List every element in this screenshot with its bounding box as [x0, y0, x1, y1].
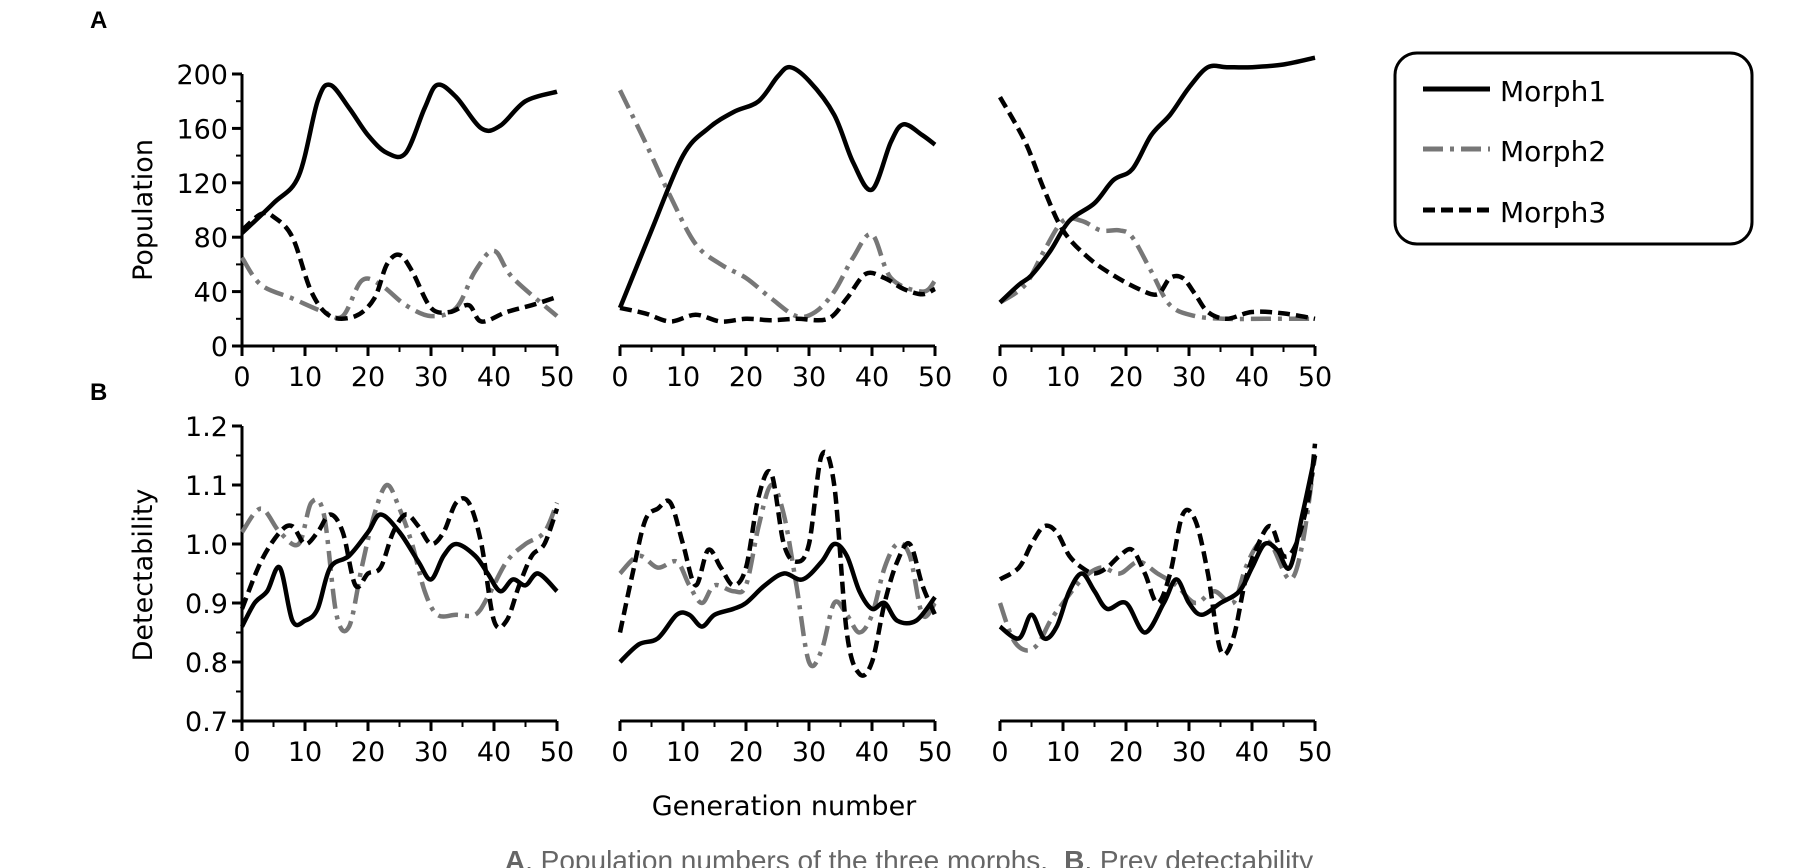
- panel-b-2-x-tick-label: 0: [611, 737, 628, 768]
- caption-a-text: , Population numbers of the three morphs…: [525, 845, 1048, 868]
- panel-b-1-y-tick-label: 0.9: [185, 589, 228, 620]
- panel-b-1-series-morph1: [240, 512, 559, 628]
- panel-b-1-x-tick-label: 30: [414, 737, 448, 768]
- panel-a-1-series-morph3: [240, 210, 558, 324]
- legend-label-morph1: Morph1: [1500, 75, 1606, 108]
- legend-label-morph3: Morph3: [1500, 196, 1606, 229]
- y-label-detectability: Detectability: [128, 489, 159, 662]
- panel-a-3-x-tick-label: 40: [1235, 362, 1269, 393]
- panel-a-2-x-tick-label: 20: [729, 362, 763, 393]
- panel-a-3-series-morph1: [998, 55, 1316, 305]
- panel-a-2-x-tick-label: 30: [792, 362, 826, 393]
- panel-b-3-series-morph2: [997, 455, 1318, 653]
- panel-a-1-series-morph1: [240, 82, 558, 235]
- x-label-generation: Generation number: [652, 791, 917, 822]
- panel-a-2-x-tick-label: 40: [855, 362, 889, 393]
- panel-b-3-x-tick-label: 40: [1235, 737, 1269, 768]
- panel-a-1-x-tick-label: 30: [414, 362, 448, 393]
- panel-b-3-x-tick-label: 50: [1298, 737, 1332, 768]
- panel-a-2-x-tick-label: 0: [611, 362, 628, 393]
- panel-a-2-series-morph3: [619, 270, 937, 324]
- panel-b-2-x-tick-label: 10: [666, 737, 700, 768]
- panel-b-1-y-tick-label: 0.7: [185, 707, 228, 738]
- panel-b-1-series-morph2: [240, 482, 560, 634]
- legend-label-morph2: Morph2: [1500, 135, 1606, 168]
- panel-a-3-series-morph3: [998, 95, 1316, 322]
- panel-label-a: A: [90, 7, 107, 34]
- panel-b-2-x-tick-label: 40: [855, 737, 889, 768]
- panel-a-1-y-tick-label: 80: [194, 223, 228, 254]
- panel-a-3-x-tick-label: 30: [1172, 362, 1206, 393]
- panel-b-1-y-tick-label: 0.8: [185, 648, 228, 679]
- panel-b-1-x-tick-label: 20: [351, 737, 385, 768]
- panel-b-3-x-tick-label: 10: [1046, 737, 1080, 768]
- panel-b-1-y-tick-label: 1.1: [185, 471, 228, 502]
- caption-b-text: , Prey detectability: [1084, 845, 1313, 868]
- panel-b-2-series-morph3: [617, 449, 938, 678]
- panel-b-3-x-tick-label: 20: [1109, 737, 1143, 768]
- panel-a-1-x-tick-label: 50: [540, 362, 574, 393]
- panel-a-1-x-tick-label: 40: [477, 362, 511, 393]
- panel-a-1-x-tick-label: 20: [351, 362, 385, 393]
- panel-a-2-series-morph2: [617, 89, 937, 320]
- panel-b-2-x-tick-label: 20: [729, 737, 763, 768]
- panel-b-1-x-tick-label: 50: [540, 737, 574, 768]
- panel-a-3-series-morph2: [998, 216, 1316, 322]
- panel-b-1-x-tick-label: 10: [288, 737, 322, 768]
- panel-a-1-y-tick-label: 160: [176, 114, 228, 145]
- panel-b-2-x-tick-label: 50: [918, 737, 952, 768]
- panel-a-1-y-tick-label: 40: [194, 278, 228, 309]
- panel-a-2-x-tick-label: 10: [666, 362, 700, 393]
- panel-a-1-x-tick-label: 0: [233, 362, 250, 393]
- panel-a-3-x-tick-label: 0: [991, 362, 1008, 393]
- panel-a-1-y-tick-label: 0: [211, 332, 228, 363]
- panel-b-3-x-tick-label: 30: [1172, 737, 1206, 768]
- panel-a-3-x-tick-label: 50: [1298, 362, 1332, 393]
- panel-a-3-x-tick-label: 10: [1046, 362, 1080, 393]
- panel-b-2-x-tick-label: 30: [792, 737, 826, 768]
- panel-b-3-series-morph1: [998, 455, 1318, 642]
- panel-a-1-y-tick-label: 200: [176, 60, 228, 91]
- legend: Morph1 Morph2 Morph3: [1393, 51, 1754, 246]
- caption: A, Population numbers of the three morph…: [505, 845, 1313, 868]
- caption-b-label: B: [1064, 845, 1084, 868]
- panel-b-3-x-tick-label: 0: [991, 737, 1008, 768]
- y-label-population: Population: [128, 139, 159, 281]
- caption-a-label: A: [505, 845, 525, 868]
- panel-b-1-y-tick-label: 1.0: [185, 530, 228, 561]
- panel-b-3-series-morph3: [998, 443, 1318, 657]
- panel-a-2-x-tick-label: 50: [918, 362, 952, 393]
- panel-b-1-y-tick-label: 1.2: [185, 412, 228, 443]
- panel-a-1-y-tick-label: 120: [176, 169, 228, 200]
- panel-a-1-series-morph2: [240, 248, 559, 321]
- legend-box: [1393, 51, 1754, 246]
- panel-b-2-series-morph2: [618, 482, 937, 669]
- panel-b-2-series-morph1: [618, 541, 937, 664]
- panel-label-b: B: [90, 379, 107, 406]
- panel-b-1-x-tick-label: 0: [233, 737, 250, 768]
- panel-b-1-x-tick-label: 40: [477, 737, 511, 768]
- panel-a-1-x-tick-label: 10: [288, 362, 322, 393]
- panel-a-3-x-tick-label: 20: [1109, 362, 1143, 393]
- panel-a-2-series-morph1: [617, 64, 937, 309]
- panel-b-1-series-morph3: [239, 496, 560, 631]
